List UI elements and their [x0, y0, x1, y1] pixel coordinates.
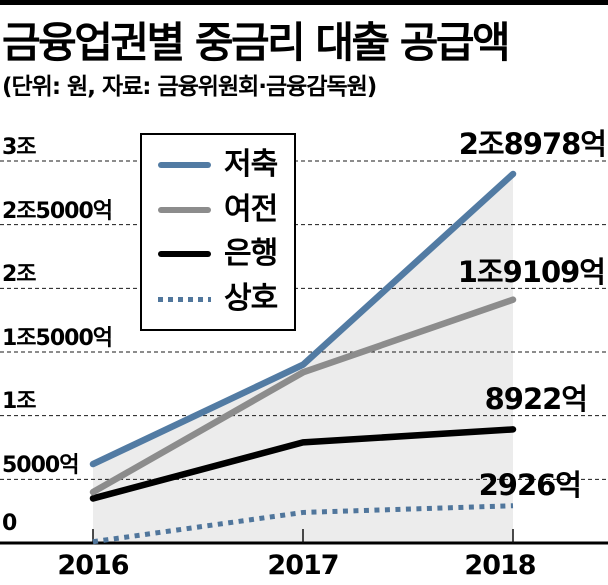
legend-label-bank: 은행: [224, 236, 278, 272]
legend-label-credit-finance: 여전: [224, 191, 278, 227]
mutual-dotted-line-swatch-icon: [158, 296, 211, 302]
savings-end-value-label: 2조8978억: [458, 127, 607, 161]
credit-finance-line-swatch-icon: [158, 206, 211, 213]
y-axis-tick-1jo5000: 1조5000억: [2, 326, 113, 351]
legend-label-mutual: 상호: [224, 281, 278, 317]
x-axis-label-2016: 2016: [57, 550, 129, 581]
y-axis-tick-2jo: 2조: [2, 262, 37, 287]
savings-line-swatch-icon: [158, 161, 211, 168]
legend-item-savings: 저축: [158, 146, 294, 182]
legend-label-savings: 저축: [224, 146, 278, 182]
y-axis-tick-5000eok: 5000억: [2, 453, 79, 478]
legend-item-mutual: 상호: [158, 284, 294, 314]
legend-item-bank: 은행: [158, 239, 294, 269]
credit-finance-end-value-label: 1조9109억: [457, 255, 606, 289]
top-rule: [0, 0, 608, 5]
page-title: 금융업권별 중금리 대출 공급액: [2, 18, 511, 67]
chart-source-note: (단위: 원, 자료: 금융위원회·금융감독원): [2, 74, 377, 100]
x-axis-label-2018: 2018: [464, 550, 536, 581]
x-axis-label-2017: 2017: [267, 550, 339, 581]
y-axis-tick-zero: 0: [2, 511, 17, 536]
y-axis-tick-3jo: 3조: [2, 135, 37, 160]
y-axis-tick-2jo5000: 2조5000억: [2, 199, 113, 224]
chart-legend: 저축 여전 은행 상호: [140, 133, 296, 331]
bank-end-value-label: 8922억: [484, 382, 588, 416]
legend-item-credit-finance: 여전: [158, 191, 294, 227]
bank-line-swatch-icon: [158, 251, 211, 258]
y-axis-tick-1jo: 1조: [2, 389, 37, 414]
mutual-end-value-label: 2926억: [478, 468, 582, 502]
